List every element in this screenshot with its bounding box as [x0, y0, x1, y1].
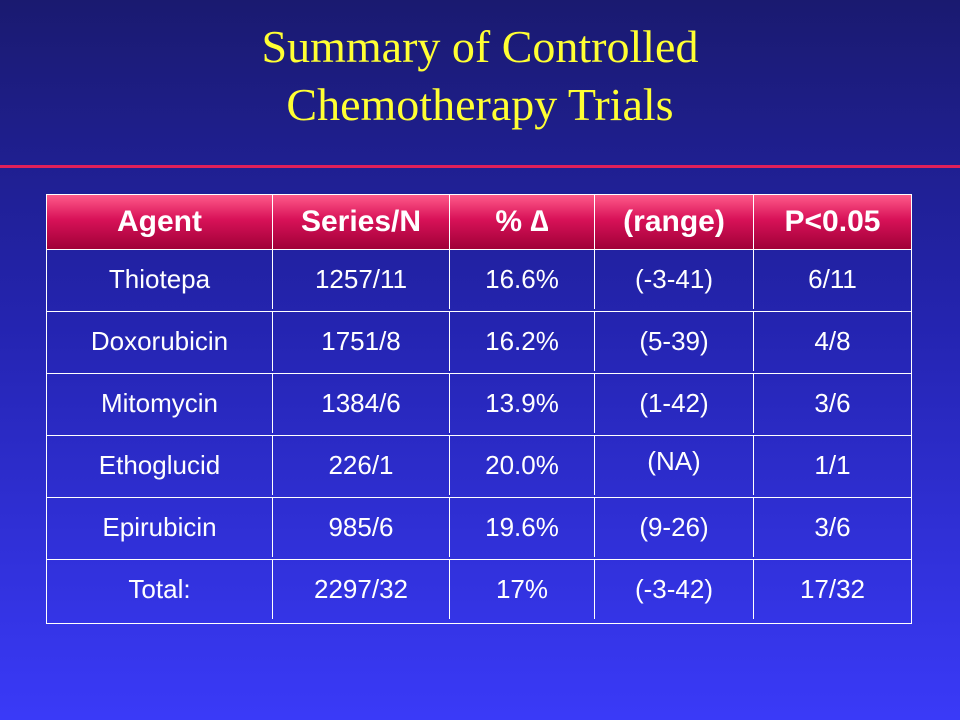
- cell-range: (NA): [595, 436, 754, 495]
- table-row: Ethoglucid 226/1 20.0% (NA) 1/1: [47, 435, 911, 495]
- table-header-row: Agent Series/N % ∆ (range) P<0.05: [47, 195, 911, 249]
- cell-percent: 17%: [450, 560, 595, 619]
- cell-agent: Total:: [47, 560, 273, 619]
- cell-series: 1384/6: [273, 374, 450, 433]
- table-row: Epirubicin 985/6 19.6% (9-26) 3/6: [47, 497, 911, 557]
- cell-percent: 16.2%: [450, 312, 595, 371]
- cell-agent: Mitomycin: [47, 374, 273, 433]
- cell-percent: 16.6%: [450, 250, 595, 309]
- cell-percent: 13.9%: [450, 374, 595, 433]
- cell-series: 1751/8: [273, 312, 450, 371]
- cell-significance: 1/1: [814, 450, 851, 480]
- table-row-total: Total: 2297/32 17% (-3-42) 17/32: [47, 559, 911, 619]
- cell-agent: Doxorubicin: [47, 312, 273, 371]
- header-percent-change: % ∆: [450, 195, 595, 249]
- cell-significance: 3/6: [814, 388, 851, 418]
- cell-significance: 6/11: [808, 264, 857, 294]
- trials-table: Agent Series/N % ∆ (range) P<0.05 Thiote…: [46, 194, 912, 624]
- cell-agent: Thiotepa: [47, 250, 273, 309]
- table-row: Doxorubicin 1751/8 16.2% (5-39) 4/8: [47, 311, 911, 371]
- cell-series: 1257/11: [273, 250, 450, 309]
- cell-range: (9-26): [595, 498, 754, 557]
- cell-series: 2297/32: [273, 560, 450, 619]
- cell-percent: 20.0%: [450, 436, 595, 495]
- cell-range: (-3-41): [595, 250, 754, 309]
- cell-significance: 4/8: [814, 326, 851, 356]
- cell-series: 985/6: [273, 498, 450, 557]
- cell-series: 226/1: [273, 436, 450, 495]
- slide-title: Summary of Controlled Chemotherapy Trial…: [0, 18, 960, 134]
- cell-range-text: (NA): [647, 446, 701, 476]
- title-divider: [0, 165, 960, 168]
- slide-title-line-1: Summary of Controlled: [261, 21, 699, 72]
- cell-significance: 3/6: [814, 512, 851, 542]
- cell-range: (1-42): [595, 374, 754, 433]
- table-row: Mitomycin 1384/6 13.9% (1-42) 3/6: [47, 373, 911, 433]
- cell-agent: Epirubicin: [47, 498, 273, 557]
- cell-agent: Ethoglucid: [47, 436, 273, 495]
- header-range: (range): [595, 195, 754, 249]
- header-significance: P<0.05: [784, 205, 881, 238]
- cell-significance: 17/32: [799, 574, 866, 604]
- table-row: Thiotepa 1257/11 16.6% (-3-41) 6/11: [47, 249, 911, 309]
- header-agent: Agent: [47, 195, 273, 249]
- slide-title-line-2: Chemotherapy Trials: [286, 79, 674, 130]
- cell-range: (5-39): [595, 312, 754, 371]
- header-series: Series/N: [273, 195, 450, 249]
- cell-percent: 19.6%: [450, 498, 595, 557]
- cell-range: (-3-42): [595, 560, 754, 619]
